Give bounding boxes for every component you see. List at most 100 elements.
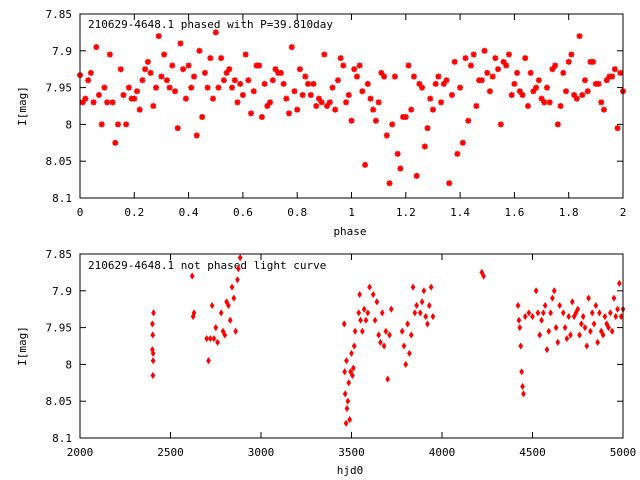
data-point — [387, 331, 392, 339]
data-point — [226, 66, 233, 73]
data-point — [448, 91, 455, 98]
x-tick-label: 0.2 — [124, 206, 144, 219]
data-point — [606, 73, 613, 80]
data-point — [112, 139, 119, 146]
data-point — [280, 80, 287, 87]
data-point — [199, 114, 206, 121]
data-point — [546, 327, 552, 335]
x-tick-label: 0.6 — [233, 206, 253, 219]
data-point — [96, 91, 103, 98]
data-point — [609, 327, 615, 335]
panel-title: 210629-4648.1 phased with P=39.810day — [88, 18, 333, 31]
x-tick-label: 2 — [620, 206, 627, 219]
data-point — [234, 99, 241, 106]
data-point — [586, 294, 591, 302]
plot-frame — [79, 13, 624, 199]
data-point — [470, 51, 477, 58]
data-point — [397, 165, 404, 172]
data-point — [220, 77, 227, 84]
data-point — [432, 80, 439, 87]
y-axis-label: I[mag] — [16, 86, 29, 126]
data-point — [540, 309, 546, 317]
data-point — [357, 290, 363, 299]
data-point — [231, 77, 238, 84]
data-point — [318, 99, 325, 106]
data-point — [374, 298, 380, 306]
data-point — [231, 294, 237, 302]
panel-title: 210629-4648.1 not phased light curve — [88, 259, 326, 272]
data-point — [261, 80, 268, 87]
data-point — [218, 55, 225, 62]
data-point — [253, 62, 260, 69]
y-tick-label: 8.1 — [52, 432, 72, 445]
data-point — [405, 62, 412, 69]
data-point — [457, 84, 464, 91]
data-point — [378, 69, 385, 76]
data-point — [550, 294, 555, 302]
data-point — [155, 33, 162, 40]
data-point — [580, 313, 586, 321]
y-tick-label: 8.05 — [46, 395, 73, 408]
x-tick-label: 1 — [348, 206, 355, 219]
data-point — [497, 121, 504, 128]
x-tick-label: 4500 — [519, 446, 546, 459]
y-axis-ticks: 7.85 7.9 7.95 8 8.05 8.1 — [46, 8, 623, 205]
unphased-light-curve-panel: 210629-4648.1 not phased light curve 7.8… — [16, 248, 636, 477]
data-point — [189, 272, 195, 280]
data-point — [542, 301, 548, 310]
data-point — [104, 99, 111, 106]
data-point — [615, 305, 620, 313]
data-point — [416, 80, 423, 87]
x-tick-label: 1.6 — [504, 206, 524, 219]
data-point — [372, 316, 378, 324]
data-point — [365, 309, 371, 317]
data-point — [421, 143, 428, 150]
data-point — [412, 309, 418, 317]
data-point — [117, 66, 124, 73]
data-point — [611, 66, 618, 73]
x-tick-label: 5000 — [610, 446, 637, 459]
data-point — [177, 40, 184, 47]
data-point — [530, 88, 537, 95]
data-point — [576, 33, 583, 40]
data-point — [386, 180, 393, 187]
data-point — [237, 80, 244, 87]
y-tick-label: 7.95 — [46, 82, 73, 95]
x-tick-label: 2000 — [67, 446, 94, 459]
data-point — [359, 327, 365, 335]
data-point — [568, 51, 575, 58]
data-point — [519, 368, 525, 376]
data-point — [401, 342, 407, 350]
data-point — [376, 331, 382, 339]
data-point — [275, 69, 282, 76]
data-point — [552, 62, 559, 69]
data-point — [403, 360, 409, 368]
data-point — [362, 161, 369, 168]
x-tick-label: 3000 — [248, 446, 275, 459]
data-point — [495, 66, 502, 73]
unphased-data-points — [150, 254, 626, 427]
data-point — [425, 320, 430, 328]
data-point — [467, 62, 474, 69]
data-point — [515, 301, 521, 310]
data-point — [423, 313, 429, 321]
data-point — [150, 349, 156, 357]
data-point — [577, 331, 582, 339]
data-point — [353, 73, 360, 80]
data-point — [315, 95, 322, 102]
x-tick-label: 1.2 — [396, 206, 416, 219]
data-point — [378, 338, 383, 346]
data-point — [524, 103, 531, 109]
data-point — [341, 320, 347, 328]
data-point — [207, 55, 214, 62]
data-point — [405, 320, 410, 328]
data-point — [367, 283, 372, 291]
data-point — [142, 66, 149, 73]
data-point — [555, 338, 561, 346]
data-point — [584, 342, 590, 350]
data-point — [554, 121, 561, 128]
data-point — [591, 320, 597, 328]
data-point — [233, 327, 239, 335]
y-tick-label: 8 — [65, 118, 72, 131]
